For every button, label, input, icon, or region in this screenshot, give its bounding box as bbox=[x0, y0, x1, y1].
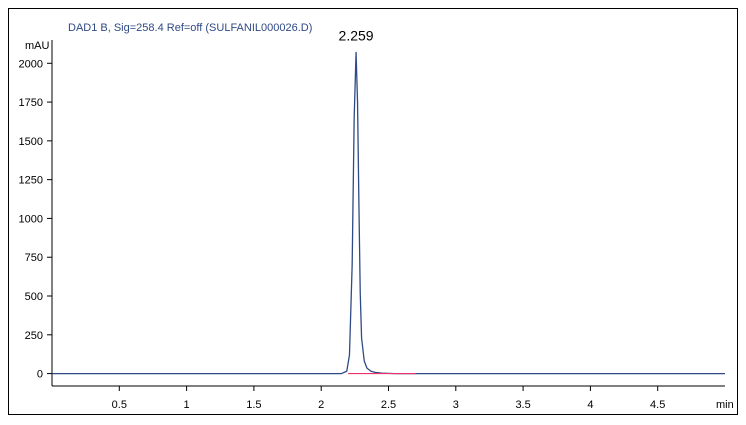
x-tick-label: 1 bbox=[184, 399, 190, 411]
x-axis-ticks: 0.5 1 1.5 2 2.5 3 3.5 4 4.5 bbox=[112, 386, 665, 411]
y-tick-label: 1250 bbox=[19, 175, 43, 187]
y-tick-label: 500 bbox=[25, 291, 43, 303]
x-tick-label: 2.5 bbox=[381, 399, 396, 411]
chart-title: DAD1 B, Sig=258.4 Ref=off (SULFANIL00002… bbox=[68, 22, 312, 34]
plot-area bbox=[52, 51, 725, 375]
peak-retention-time-label: 2.259 bbox=[339, 27, 374, 43]
x-tick-label: 4 bbox=[587, 399, 593, 411]
x-tick-label: 4.5 bbox=[650, 399, 665, 411]
x-tick-label: 0.5 bbox=[112, 399, 127, 411]
y-axis-unit: mAU bbox=[25, 40, 50, 52]
x-tick-label: 2 bbox=[318, 399, 324, 411]
peak-annotations: 2.259 bbox=[339, 27, 374, 43]
y-tick-label: 1000 bbox=[19, 213, 43, 225]
x-tick-label: 3 bbox=[453, 399, 459, 411]
y-tick-label: 1500 bbox=[19, 136, 43, 148]
y-tick-label: 1750 bbox=[19, 97, 43, 109]
y-axis-ticks: 0 250 500 750 1000 1250 1500 1750 2000 bbox=[19, 58, 52, 381]
y-tick-label: 0 bbox=[37, 369, 43, 381]
outer-frame bbox=[8, 8, 738, 415]
x-axis-unit: min bbox=[716, 399, 734, 411]
x-tick-label: 3.5 bbox=[515, 399, 530, 411]
signal-trace-line bbox=[52, 51, 725, 375]
x-tick-label: 1.5 bbox=[246, 399, 261, 411]
y-tick-label: 750 bbox=[25, 252, 43, 264]
y-tick-label: 250 bbox=[25, 330, 43, 342]
y-tick-label: 2000 bbox=[19, 58, 43, 70]
